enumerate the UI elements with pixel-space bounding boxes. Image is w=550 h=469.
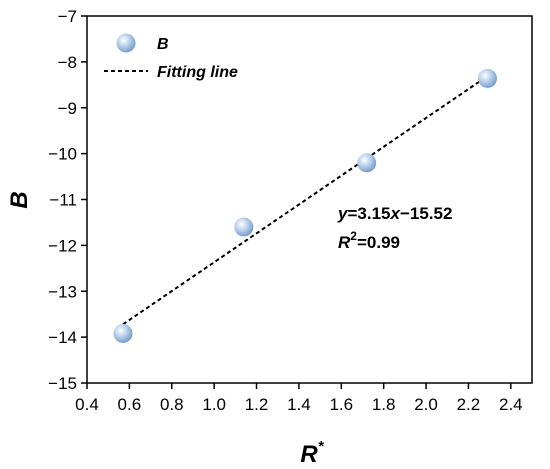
x-tick-label: 1.2 xyxy=(245,395,269,414)
x-tick-label: 1.6 xyxy=(329,395,353,414)
series-layer xyxy=(113,68,497,343)
data-point xyxy=(234,217,254,237)
x-tick-label: 2.0 xyxy=(414,395,438,414)
legend: B Fitting line xyxy=(104,33,238,81)
x-tick-label: 1.0 xyxy=(202,395,226,414)
legend-label-b: B xyxy=(157,36,169,53)
y-axis-ticks: −7 −8 −9 −10 −11 −12 −13 −14 −15 xyxy=(48,7,87,393)
data-point xyxy=(357,153,377,173)
plot-frame xyxy=(86,15,533,384)
x-tick-label: 0.4 xyxy=(75,395,99,414)
y-axis-title: B xyxy=(6,191,33,208)
x-tick-label: 0.6 xyxy=(118,395,142,414)
y-tick-label: −8 xyxy=(58,53,77,72)
fit-equation: y=3.15x−15.52 xyxy=(337,204,452,223)
y-tick-label: −7 xyxy=(58,7,77,26)
y-tick-label: −9 xyxy=(58,99,77,118)
x-tick-label: 1.4 xyxy=(287,395,311,414)
y-tick-label: −13 xyxy=(48,282,77,301)
x-tick-label: 1.8 xyxy=(372,395,396,414)
y-tick-label: −15 xyxy=(48,374,77,393)
x-tick-label: 2.2 xyxy=(457,395,481,414)
x-tick-label: 2.4 xyxy=(499,395,523,414)
x-tick-label: 0.8 xyxy=(160,395,184,414)
data-point xyxy=(113,323,133,343)
x-axis-ticks: 0.4 0.6 0.8 1.0 1.2 1.4 1.6 1.8 2.0 2.2 2.4 xyxy=(75,383,523,414)
legend-label-fitting-line: Fitting line xyxy=(157,64,238,81)
y-tick-label: −12 xyxy=(48,236,77,255)
fitting-line xyxy=(122,75,489,326)
r-squared: R2=0.99 xyxy=(338,229,400,252)
y-tick-label: −11 xyxy=(49,191,77,210)
x-axis-title: R* xyxy=(300,438,324,468)
data-point xyxy=(478,68,497,88)
legend-marker-b xyxy=(116,33,136,53)
y-tick-label: −10 xyxy=(48,145,77,164)
y-tick-label: −14 xyxy=(48,328,77,347)
